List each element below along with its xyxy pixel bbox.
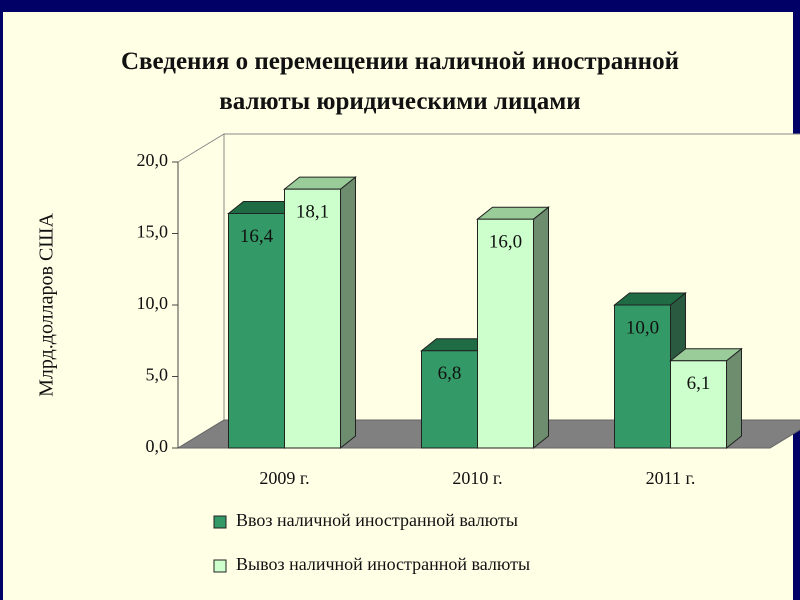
legend-swatch	[213, 515, 227, 529]
value-label: 16,0	[489, 232, 522, 253]
legend-label: Вывоз наличной иностранной валюты	[236, 554, 530, 574]
y-tick-label: 20,0	[137, 150, 169, 170]
bar	[284, 188, 341, 449]
bar	[477, 218, 534, 449]
bar-side	[726, 347, 742, 450]
legend-label: Ввоз наличной иностранной валюты	[236, 510, 518, 530]
y-tick-label: 15,0	[137, 222, 169, 242]
chart-title: Сведения о перемещении наличной иностран…	[120, 48, 679, 115]
x-tick-label: 2010 г.	[452, 468, 502, 488]
bar-side	[340, 176, 356, 450]
bar	[421, 350, 478, 449]
y-tick-label: 0,0	[146, 436, 169, 456]
y-tick-label: 5,0	[146, 365, 169, 385]
y-axis-label: Млрд.долларов США	[36, 213, 58, 397]
value-label: 16,4	[240, 226, 274, 247]
bar	[614, 304, 671, 449]
x-tick-label: 2011 г.	[646, 468, 696, 488]
value-label: 6,1	[687, 373, 711, 394]
bar	[670, 360, 727, 449]
value-label: 18,1	[296, 202, 329, 223]
legend-swatch	[213, 559, 227, 573]
bar	[228, 212, 285, 449]
side-wall	[177, 133, 225, 449]
value-label: 6,8	[438, 363, 462, 384]
y-tick-label: 10,0	[137, 293, 169, 313]
bar-side	[533, 206, 549, 450]
value-label: 10,0	[626, 317, 659, 338]
x-tick-label: 2009 г.	[259, 468, 309, 488]
